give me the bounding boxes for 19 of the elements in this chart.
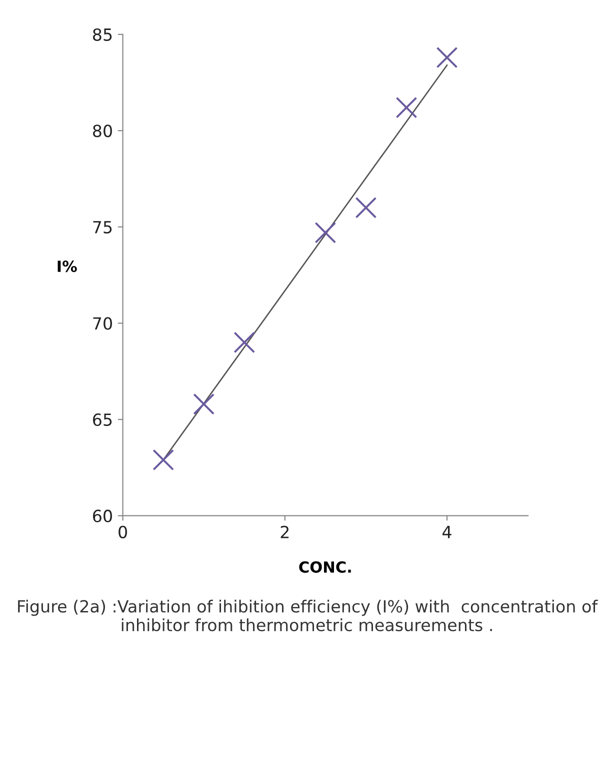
- y-tick-label: 85: [93, 28, 112, 41]
- x-tick-label: 2: [280, 526, 289, 538]
- point: [193, 393, 215, 415]
- point: [396, 96, 418, 118]
- y-tick-label: 75: [93, 221, 112, 234]
- y-tick-label: 65: [93, 413, 112, 426]
- point: [355, 196, 377, 218]
- point: [314, 222, 336, 244]
- x-axis-title: CONC.: [299, 561, 351, 573]
- point: [234, 332, 256, 354]
- x-tick-label: 4: [442, 526, 452, 538]
- y-tick-label: 60: [93, 510, 112, 522]
- text: Figure (2a) :Variation of ihibition efficiency (I%) with concentration of inhibitor from thermometric measurements .: [18, 600, 598, 632]
- point: [436, 46, 458, 68]
- point: [152, 449, 174, 471]
- x-tick-label: 0: [118, 526, 127, 538]
- y-tick-label: 70: [93, 317, 112, 330]
- y-tick-label: 80: [93, 124, 112, 138]
- y-axis-title: I%: [58, 260, 77, 272]
